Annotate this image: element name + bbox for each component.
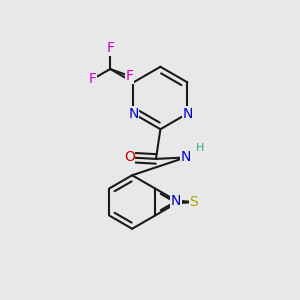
Text: N: N	[171, 194, 181, 208]
Text: F: F	[106, 41, 114, 55]
Text: F: F	[126, 69, 134, 83]
Text: O: O	[124, 150, 135, 164]
Text: N: N	[181, 150, 191, 164]
Text: F: F	[88, 72, 96, 86]
Text: H: H	[196, 142, 204, 153]
Text: S: S	[190, 195, 198, 209]
Text: N: N	[128, 106, 139, 121]
Text: N: N	[182, 106, 193, 121]
Text: N: N	[171, 196, 181, 210]
